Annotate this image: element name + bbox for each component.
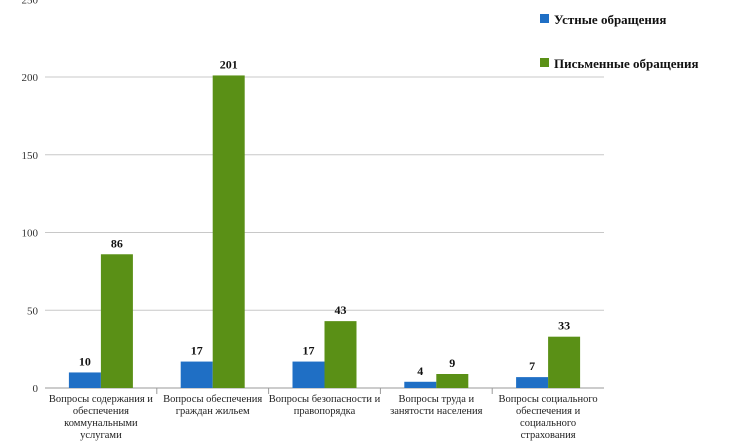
bar-oral <box>404 382 436 388</box>
category-label-line: Вопросы труда и <box>380 394 492 406</box>
bar-written <box>436 374 468 388</box>
data-label-written: 86 <box>111 236 123 250</box>
category-label-line: страхования <box>492 430 604 442</box>
legend-swatch-written <box>540 58 549 67</box>
y-tick-label: 50 <box>27 305 39 317</box>
legend-label-oral: Устные обращения <box>554 12 666 27</box>
category-label-line: социального <box>492 418 604 430</box>
legend-item-written: Письменные обращения <box>540 56 699 72</box>
category-label-line: правопорядка <box>269 406 381 418</box>
category-label-line: Вопросы социального <box>492 394 604 406</box>
data-label-written: 33 <box>558 319 570 333</box>
bar-oral <box>181 362 213 388</box>
y-tick-label: 200 <box>22 72 39 84</box>
legend-item-oral: Устные обращения <box>540 12 666 28</box>
y-tick-label: 100 <box>22 228 39 240</box>
data-label-oral: 4 <box>417 364 423 378</box>
data-label-written: 43 <box>335 303 347 317</box>
bar-written <box>325 321 357 388</box>
data-label-written: 9 <box>449 356 455 370</box>
data-label-written: 201 <box>220 57 238 71</box>
bar-written <box>213 75 245 388</box>
category-label-line: обеспечения <box>45 406 157 418</box>
data-label-oral: 17 <box>303 344 315 358</box>
bar-oral <box>293 362 325 388</box>
data-label-oral: 10 <box>79 354 91 368</box>
y-tick-label: 250 <box>22 0 39 6</box>
category-label-line: Вопросы содержания и <box>45 394 157 406</box>
category-label-line: Вопросы безопасности и <box>269 394 381 406</box>
bar-written <box>548 337 580 388</box>
category-label: Вопросы содержания и обеспечения коммуналь… <box>45 394 157 442</box>
category-label: Вопросы обеспечения граждан жильем <box>157 394 269 418</box>
category-label: Вопросы труда и занятости населения <box>380 394 492 418</box>
data-label-oral: 17 <box>191 344 203 358</box>
category-label-line: граждан жильем <box>157 406 269 418</box>
bar-written <box>101 254 133 388</box>
category-label-line: обеспечения и <box>492 406 604 418</box>
y-tick-label: 150 <box>22 150 39 162</box>
category-label: Вопросы социального обеспечения и социальн… <box>492 394 604 442</box>
category-label-line: Вопросы обеспечения <box>157 394 269 406</box>
data-label-oral: 7 <box>529 359 535 373</box>
category-label-line: коммунальными <box>45 418 157 430</box>
legend-swatch-oral <box>540 14 549 23</box>
bar-oral <box>516 377 548 388</box>
category-label-line: занятости населения <box>380 406 492 418</box>
legend-label-written: Письменные обращения <box>554 56 699 71</box>
bar-oral <box>69 372 101 388</box>
y-tick-label: 0 <box>33 383 39 395</box>
category-label: Вопросы безопасности и правопорядка <box>269 394 381 418</box>
category-label-line: услугами <box>45 430 157 442</box>
